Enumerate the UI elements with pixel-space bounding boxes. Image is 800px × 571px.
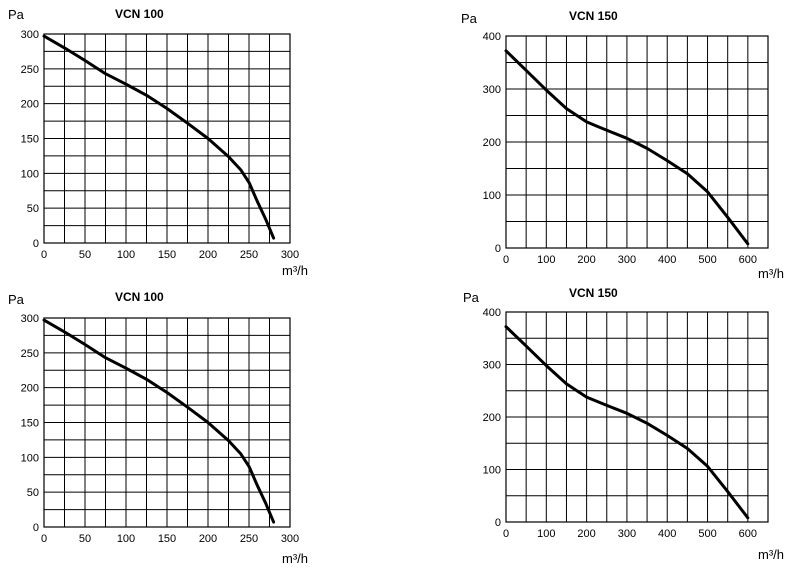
y-tick-label: 50 <box>27 487 39 499</box>
y-tick-label: 200 <box>483 137 501 149</box>
x-tick-label: 0 <box>41 249 47 261</box>
y-tick-label: 300 <box>483 84 501 96</box>
x-axis-label: m³/h <box>282 551 308 566</box>
chart-title: VCN 100 <box>115 290 164 304</box>
series-line <box>504 49 750 246</box>
fan-curve-chart-vcn100-bottom: 0 50 100 150 200 250 300 0 50 100 150 200 250 300 VCN … <box>8 290 308 566</box>
x-tick-label: 500 <box>698 528 716 540</box>
y-axis-label: Pa <box>463 290 480 305</box>
plot-frame <box>43 317 291 528</box>
x-tick-label: 300 <box>618 254 636 266</box>
y-tick-label: 200 <box>21 99 39 111</box>
grid-lines <box>44 34 290 243</box>
x-tick-label: 150 <box>158 249 176 261</box>
grid-lines <box>44 318 290 527</box>
fan-curve-chart-vcn150-top: 0 100 200 300 400 0 100 200 300 400 500 600 VCN 150 P… <box>461 9 784 281</box>
series-line <box>504 325 750 520</box>
x-tick-label: 0 <box>503 254 509 266</box>
fan-curve-chart-vcn150-bottom: 0 100 200 300 400 0 100 200 300 400 500 600 VCN 150 P… <box>463 286 784 562</box>
plot-frame <box>43 33 291 244</box>
y-tick-label: 300 <box>483 360 501 372</box>
y-axis-label: Pa <box>8 7 25 22</box>
x-tick-label: 100 <box>537 528 555 540</box>
x-tick-label: 300 <box>618 528 636 540</box>
y-tick-label: 200 <box>21 383 39 395</box>
x-tick-label: 50 <box>79 249 91 261</box>
y-tick-label: 250 <box>21 64 39 76</box>
y-tick-label: 300 <box>21 29 39 41</box>
series-line <box>42 34 276 240</box>
chart-title: VCN 150 <box>569 286 618 300</box>
chart-title: VCN 150 <box>569 9 618 23</box>
y-tick-label: 100 <box>21 168 39 180</box>
x-tick-label: 200 <box>577 254 595 266</box>
x-tick-label: 0 <box>503 528 509 540</box>
x-tick-label: 600 <box>739 254 757 266</box>
x-tick-label: 500 <box>698 254 716 266</box>
y-tick-label: 200 <box>483 412 501 424</box>
y-tick-label: 250 <box>21 348 39 360</box>
x-tick-label: 300 <box>281 249 299 261</box>
series-line <box>42 318 276 524</box>
y-tick-label: 100 <box>483 465 501 477</box>
fan-curve-chart-vcn100-top: 0 50 100 150 200 250 300 0 50 100 150 200 250 300 VCN … <box>8 7 308 278</box>
x-tick-label: 250 <box>240 533 258 545</box>
chart-title: VCN 100 <box>115 7 164 21</box>
x-tick-label: 400 <box>658 254 676 266</box>
x-axis-label: m³/h <box>282 263 308 278</box>
y-axis-label: Pa <box>8 292 25 307</box>
y-axis-label: Pa <box>461 11 478 26</box>
plot-frame <box>505 311 769 523</box>
x-tick-label: 100 <box>537 254 555 266</box>
x-axis-label: m³/h <box>758 547 784 562</box>
x-tick-label: 0 <box>41 533 47 545</box>
x-tick-label: 400 <box>658 528 676 540</box>
y-tick-label: 0 <box>495 517 501 529</box>
x-tick-label: 100 <box>117 249 135 261</box>
x-tick-label: 300 <box>281 533 299 545</box>
y-tick-label: 0 <box>495 243 501 255</box>
y-tick-label: 100 <box>21 452 39 464</box>
x-tick-label: 100 <box>117 533 135 545</box>
x-tick-label: 200 <box>199 249 217 261</box>
y-tick-label: 150 <box>21 418 39 430</box>
x-tick-label: 600 <box>739 528 757 540</box>
y-tick-label: 50 <box>27 203 39 215</box>
y-tick-label: 0 <box>33 238 39 250</box>
x-tick-label: 200 <box>577 528 595 540</box>
y-tick-label: 400 <box>483 31 501 43</box>
x-axis-label: m³/h <box>758 266 784 281</box>
y-tick-label: 100 <box>483 190 501 202</box>
y-tick-label: 400 <box>483 307 501 319</box>
plot-frame <box>505 35 769 249</box>
y-tick-label: 150 <box>21 134 39 146</box>
x-tick-label: 50 <box>79 533 91 545</box>
x-tick-label: 150 <box>158 533 176 545</box>
x-tick-label: 200 <box>199 533 217 545</box>
x-tick-label: 250 <box>240 249 258 261</box>
y-tick-label: 300 <box>21 313 39 325</box>
y-tick-label: 0 <box>33 522 39 534</box>
